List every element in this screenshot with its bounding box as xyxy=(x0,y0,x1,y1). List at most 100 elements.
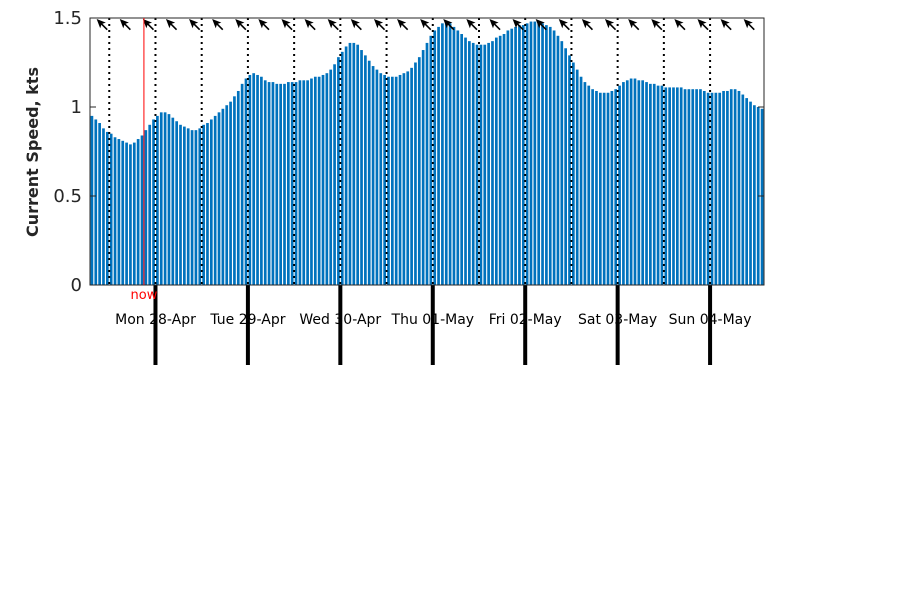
day-label: Thu 01-May xyxy=(391,312,475,328)
bar xyxy=(583,82,587,285)
bar xyxy=(417,57,421,285)
arrow-head xyxy=(397,19,407,29)
y-tick-label: 1.5 xyxy=(53,8,82,29)
bar xyxy=(533,21,537,286)
direction-arrow xyxy=(443,19,455,31)
bar xyxy=(568,55,571,285)
axes xyxy=(89,17,765,286)
direction-arrow xyxy=(304,19,316,31)
bar xyxy=(148,124,152,285)
direction-arrow xyxy=(165,19,178,31)
bar xyxy=(745,98,749,285)
bar xyxy=(660,85,664,285)
direction-arrow xyxy=(628,19,640,31)
bar xyxy=(595,90,598,285)
bar xyxy=(175,121,179,286)
bar xyxy=(183,126,186,285)
bar xyxy=(441,23,444,286)
bar xyxy=(448,23,452,286)
day-label: Sun 04-May xyxy=(669,312,752,328)
bar xyxy=(699,89,702,285)
bar xyxy=(367,60,371,285)
direction-arrow xyxy=(96,19,108,31)
direction-arrow xyxy=(651,19,663,31)
bar xyxy=(186,128,190,285)
bar xyxy=(371,66,375,285)
bar xyxy=(279,83,282,285)
bar xyxy=(760,108,764,285)
bar xyxy=(672,87,675,285)
day-separator-lines xyxy=(108,18,713,365)
arrow-head xyxy=(327,19,337,29)
bar xyxy=(598,92,602,285)
direction-arrow xyxy=(235,19,247,31)
bar xyxy=(645,82,648,285)
bar xyxy=(383,74,386,286)
bar xyxy=(340,51,344,285)
bar xyxy=(105,131,109,285)
bar xyxy=(510,28,514,286)
bar xyxy=(494,37,498,285)
bar xyxy=(283,83,286,285)
bar xyxy=(664,87,668,285)
bar xyxy=(144,130,148,285)
arrow-head xyxy=(373,19,384,29)
direction-arrow xyxy=(142,19,155,31)
bar xyxy=(552,30,556,286)
bar xyxy=(398,74,402,286)
bar xyxy=(163,112,167,285)
bar xyxy=(726,90,729,285)
arrow-head xyxy=(212,19,222,29)
arrow-head xyxy=(720,19,730,29)
direction-arrow xyxy=(743,19,755,31)
bar xyxy=(668,87,671,285)
bar xyxy=(248,74,252,286)
bar xyxy=(136,139,140,285)
bar xyxy=(575,69,579,286)
bar xyxy=(179,124,182,285)
bar xyxy=(287,82,290,285)
direction-arrow xyxy=(581,19,594,31)
bar xyxy=(344,46,348,286)
bar xyxy=(545,25,548,286)
bar xyxy=(198,128,202,285)
arrow-head xyxy=(189,19,199,29)
bar xyxy=(348,42,352,285)
bar xyxy=(167,114,171,286)
bar xyxy=(256,74,259,286)
direction-arrow xyxy=(720,19,732,31)
day-label: Sat 03-May xyxy=(578,312,657,328)
bar xyxy=(140,135,144,285)
arrow-head xyxy=(443,19,453,29)
day-label: Tue 29-Apr xyxy=(209,312,285,328)
bar xyxy=(121,140,125,285)
bar xyxy=(240,83,244,285)
direction-arrow xyxy=(697,19,709,31)
bar xyxy=(263,80,267,285)
arrow-head xyxy=(466,19,476,29)
bar xyxy=(244,78,248,286)
direction-arrows xyxy=(96,19,755,31)
y-tick-labels: 0 0.5 1 1.5 xyxy=(53,8,82,296)
day-label: Wed 30-Apr xyxy=(299,312,381,328)
arrow-head xyxy=(142,19,153,29)
bar xyxy=(325,73,329,286)
bar xyxy=(98,123,101,286)
bar xyxy=(394,76,398,286)
bar xyxy=(591,89,594,285)
direction-arrow xyxy=(281,19,293,31)
bar xyxy=(333,64,336,285)
bar xyxy=(622,82,625,285)
bar xyxy=(190,130,194,285)
bar xyxy=(156,115,159,286)
bar xyxy=(94,119,98,286)
bar xyxy=(271,82,275,285)
bar xyxy=(202,124,205,285)
bar xyxy=(275,83,279,285)
bar xyxy=(610,90,614,285)
day-label: Mon 28-Apr xyxy=(115,312,196,328)
bar xyxy=(587,85,591,285)
bar xyxy=(329,69,333,286)
bar xyxy=(521,25,525,286)
arrow-head xyxy=(235,19,245,29)
